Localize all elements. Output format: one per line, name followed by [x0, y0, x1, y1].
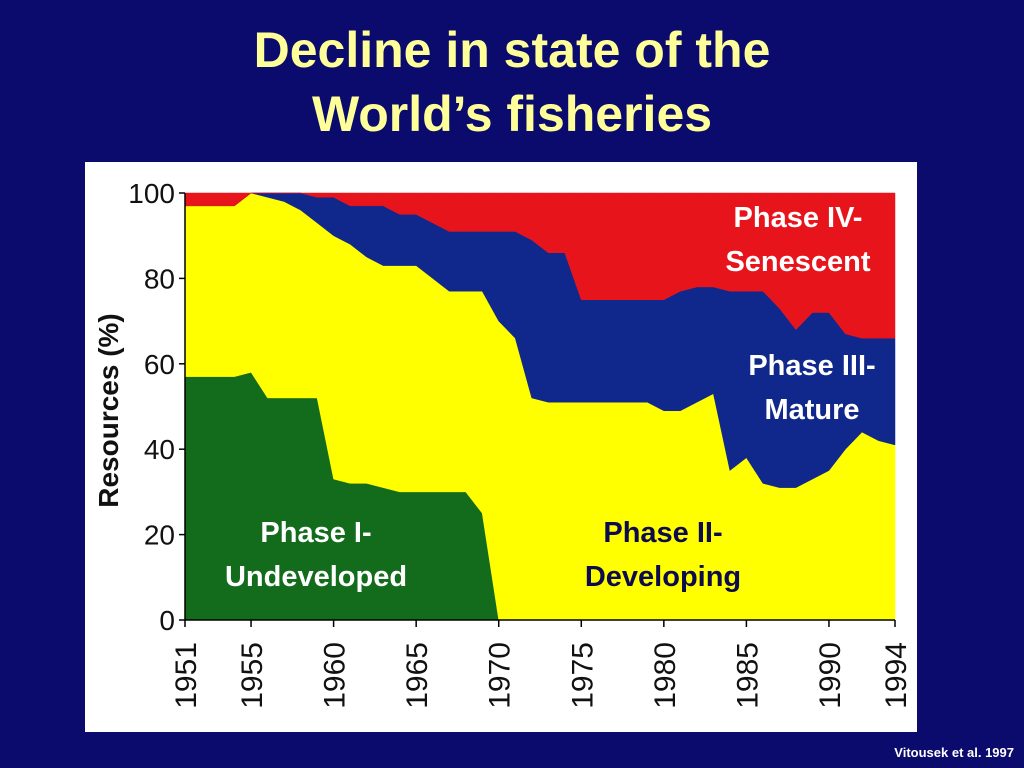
y-tick-label: 60 [144, 349, 175, 380]
y-tick-label: 80 [144, 263, 175, 294]
x-tick-label: 1960 [319, 642, 352, 709]
x-tick-label: 1994 [880, 642, 913, 709]
series-label: Phase III- Mature [748, 350, 876, 426]
x-tick-label: 1985 [731, 642, 764, 709]
y-tick-label: 100 [128, 178, 175, 209]
y-tick-label: 20 [144, 520, 175, 551]
x-tick-label: 1955 [236, 642, 269, 709]
y-tick-label: 40 [144, 434, 175, 465]
x-tick-label: 1975 [566, 642, 599, 709]
slide-title: Decline in state of the World’s fisherie… [253, 22, 771, 142]
y-axis-label: Resources (%) [93, 313, 124, 508]
x-tick-label: 1951 [170, 642, 203, 709]
x-tick-label: 1970 [484, 642, 517, 709]
x-tick-label: 1965 [401, 642, 434, 709]
area [184, 192, 896, 339]
x-tick-label: 1980 [649, 642, 682, 709]
series-label: Phase I- Undeveloped [224, 517, 408, 593]
source: Vitousek et al. 1997 [894, 745, 1014, 760]
x-tick-label: 1990 [814, 642, 847, 709]
series-label: Phase IV- Senescent [725, 202, 871, 278]
y-tick-label: 0 [159, 605, 175, 636]
series-label: Phase II- Developing [584, 517, 742, 593]
